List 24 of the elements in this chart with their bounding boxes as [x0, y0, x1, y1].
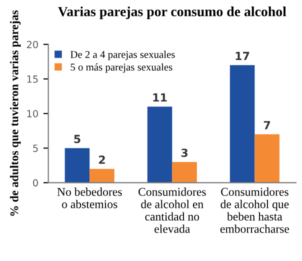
bar: [172, 162, 197, 183]
x-tick-label: No bebedores o abstemios: [57, 188, 122, 208]
y-tick-label: 5: [33, 144, 38, 152]
chart-title: Varias parejas por consumo de alcohol: [58, 6, 286, 20]
bar: [64, 148, 90, 183]
legend-label: De 2 a 4 parejas sexuales: [70, 50, 175, 60]
x-tick-label: Consumidores de alcohol en cantidad no elevada: [138, 188, 206, 233]
bar: [230, 65, 255, 183]
bar: [90, 168, 114, 183]
data-label: 7: [264, 121, 270, 130]
bar: [147, 106, 172, 183]
y-tick-label: 15: [27, 76, 38, 83]
legend-label: 5 o más parejas sexuales: [70, 63, 172, 73]
x-tick-label: Consumidores de alcohol que beben hasta emborracharse: [220, 188, 290, 233]
y-tick-label: 0: [33, 179, 38, 187]
y-tick-label: 20: [26, 40, 38, 48]
y-axis-title: % de adultos que tuvieron varias parejas: [10, 10, 21, 216]
data-label: 17: [236, 52, 250, 60]
data-label: 2: [98, 156, 105, 164]
data-label: 5: [74, 134, 80, 144]
data-label: 3: [181, 148, 188, 158]
bar: [254, 134, 280, 183]
y-tick-label: 10: [27, 110, 38, 118]
data-label: 11: [153, 93, 167, 102]
